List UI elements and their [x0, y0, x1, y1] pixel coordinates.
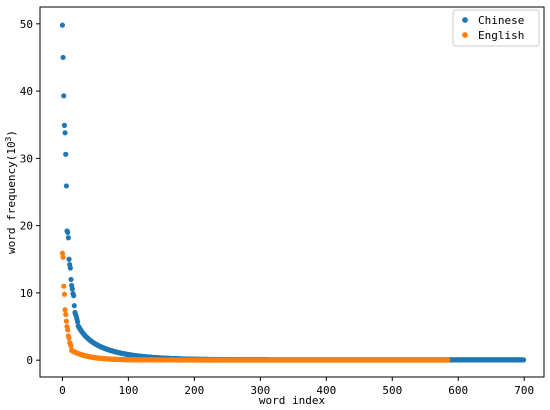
plot-area	[40, 7, 544, 377]
y-axis-label-suffix: )	[5, 130, 18, 137]
data-points	[59, 22, 527, 363]
data-point	[63, 318, 69, 324]
x-tick-label: 400	[316, 384, 336, 397]
data-point	[520, 357, 527, 363]
y-tick-label: 10	[20, 287, 33, 300]
legend-marker-english	[462, 32, 468, 38]
x-axis-label: word index	[259, 394, 326, 407]
x-tick-label: 100	[118, 384, 138, 397]
data-point	[66, 256, 72, 262]
legend-label-chinese: Chinese	[478, 14, 524, 27]
y-axis-label-prefix: word frequency(10	[5, 141, 18, 254]
data-point	[75, 319, 81, 325]
x-tick-label: 500	[382, 384, 402, 397]
y-axis-label-exponent: 3	[4, 136, 13, 141]
legend-label-english: English	[478, 29, 524, 42]
data-point	[65, 235, 71, 241]
data-point	[65, 229, 71, 235]
data-point	[60, 54, 66, 61]
data-point	[62, 130, 68, 136]
data-point	[61, 122, 68, 128]
data-point	[68, 276, 74, 283]
data-point	[63, 151, 69, 157]
data-point	[71, 293, 77, 299]
x-tick-label: 600	[448, 384, 468, 397]
y-tick-label: 0	[26, 354, 33, 367]
y-tick-label: 30	[20, 152, 33, 165]
data-point	[61, 291, 68, 297]
x-tick-label: 300	[250, 384, 270, 397]
axis-ticks: 0 100 200 300 400 500 600 700 0 10 20 30 40 50	[20, 18, 534, 397]
series-english	[59, 250, 451, 363]
data-point	[61, 93, 67, 99]
y-axis-label: word frequency(103)	[4, 130, 19, 254]
data-point	[60, 254, 66, 260]
x-tick-label: 700	[514, 384, 534, 397]
data-point	[63, 183, 69, 189]
data-point	[63, 311, 69, 318]
plot-frame	[39, 6, 545, 378]
data-point	[66, 335, 72, 341]
data-point	[69, 286, 75, 292]
data-point	[61, 283, 67, 289]
y-tick-label: 20	[20, 220, 33, 233]
y-tick-label: 40	[20, 85, 33, 98]
data-point	[71, 303, 77, 309]
data-point	[68, 343, 74, 349]
data-point	[445, 357, 451, 363]
x-tick-label: 200	[184, 384, 204, 397]
x-tick-label: 0	[59, 384, 66, 397]
y-tick-label: 50	[20, 18, 33, 31]
data-point	[59, 22, 66, 28]
legend: Chinese English	[452, 9, 540, 47]
data-point	[62, 307, 68, 313]
data-point	[67, 265, 73, 271]
legend-marker-chinese	[462, 17, 468, 23]
legend-box	[452, 9, 540, 47]
data-point	[65, 327, 71, 333]
data-point	[59, 250, 66, 256]
